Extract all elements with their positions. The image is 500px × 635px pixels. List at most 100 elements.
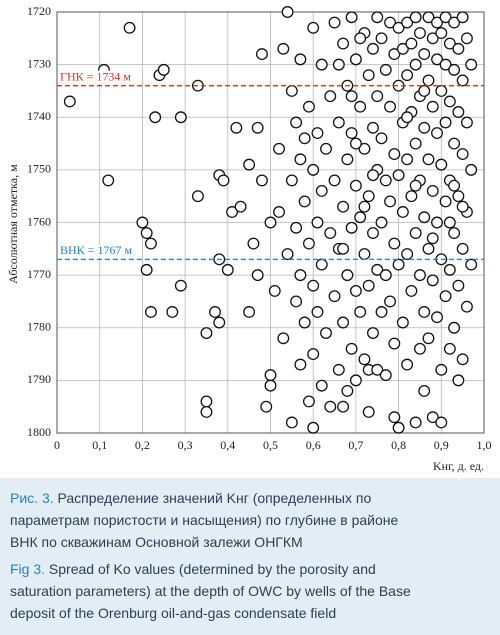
point	[302, 100, 315, 113]
point	[349, 374, 362, 387]
point	[431, 311, 443, 324]
y-tick-label: 1770	[27, 267, 51, 281]
point	[358, 142, 371, 155]
caption-line: Распределение значений Kнг (определенных…	[58, 490, 372, 506]
point	[341, 269, 354, 282]
point	[243, 158, 256, 171]
point	[384, 295, 397, 308]
point	[422, 11, 435, 24]
point	[256, 48, 268, 61]
point	[332, 58, 345, 71]
point	[345, 90, 358, 103]
point	[401, 153, 414, 166]
point	[221, 263, 234, 276]
point	[362, 190, 375, 203]
point	[379, 369, 392, 382]
x-tick-label: 0,9	[434, 438, 449, 452]
point	[328, 16, 341, 29]
point	[311, 306, 324, 318]
point	[294, 358, 307, 371]
caption-line: параметрам пористости и насыщения) по гл…	[10, 512, 399, 528]
point	[200, 395, 213, 408]
point	[290, 221, 303, 234]
x-axis-label: Kнг, д. ед.	[433, 459, 484, 473]
point	[264, 379, 277, 392]
point	[443, 342, 456, 355]
point	[465, 58, 478, 71]
point	[388, 48, 401, 61]
point	[405, 284, 418, 297]
point	[337, 242, 350, 255]
point	[123, 21, 136, 34]
point	[307, 279, 320, 292]
x-tick-label: 0,5	[263, 438, 278, 452]
point	[409, 58, 422, 71]
point	[367, 227, 379, 239]
caption-ru: Рис. 3. Распределение значений Kнг (опре…	[10, 490, 371, 506]
point	[174, 279, 187, 292]
point	[200, 406, 213, 418]
point	[349, 179, 362, 192]
point	[371, 363, 384, 376]
point	[456, 200, 469, 213]
point	[315, 258, 328, 271]
point	[439, 290, 452, 303]
point	[234, 200, 247, 213]
y-axis-label: Абсолютная отметка, м	[6, 164, 20, 284]
point	[213, 316, 226, 329]
point	[349, 284, 362, 297]
point	[409, 11, 422, 24]
point	[448, 227, 461, 239]
point	[439, 58, 452, 71]
point	[431, 127, 443, 139]
point	[426, 32, 439, 45]
point	[379, 269, 392, 282]
x-tick-label: 1,0	[477, 438, 492, 452]
reference-label: ВНК = 1767 м	[60, 243, 132, 257]
point	[439, 11, 452, 24]
y-tick-label: 1730	[27, 56, 51, 70]
point	[311, 216, 324, 229]
x-tick-label: 0,1	[92, 438, 107, 452]
point	[418, 84, 431, 97]
caption-en: Fig 3. Spread of Ko values (determined b…	[10, 561, 376, 577]
point	[371, 11, 384, 24]
y-tick-label: 1740	[27, 109, 51, 123]
point	[452, 279, 465, 292]
point	[328, 174, 341, 187]
x-tick-label: 0	[54, 438, 60, 452]
point	[422, 153, 435, 166]
point	[414, 269, 426, 282]
point	[337, 400, 350, 413]
point	[63, 95, 76, 108]
point	[367, 169, 379, 182]
point	[307, 421, 320, 434]
point	[290, 116, 303, 129]
point	[298, 195, 311, 208]
point	[401, 358, 414, 371]
point	[422, 74, 435, 87]
point	[379, 174, 392, 187]
x-tick-label: 0,4	[220, 438, 235, 452]
point	[435, 363, 448, 376]
reference-label-bg	[58, 244, 138, 258]
point	[392, 258, 405, 271]
point	[294, 53, 307, 66]
point	[354, 306, 367, 318]
point	[465, 258, 478, 271]
x-tick-label: 0,7	[348, 438, 363, 452]
point	[414, 27, 426, 40]
point	[435, 84, 448, 97]
point	[392, 21, 405, 34]
caption-label: Рис. 3.	[10, 490, 54, 506]
y-tick-label: 1720	[27, 4, 51, 18]
point	[345, 342, 358, 355]
point	[409, 416, 422, 429]
point	[418, 306, 431, 318]
point	[140, 263, 153, 276]
reference-label-bg	[58, 70, 138, 84]
point	[431, 216, 443, 229]
point	[392, 421, 405, 434]
point	[448, 321, 461, 334]
point	[401, 69, 414, 82]
